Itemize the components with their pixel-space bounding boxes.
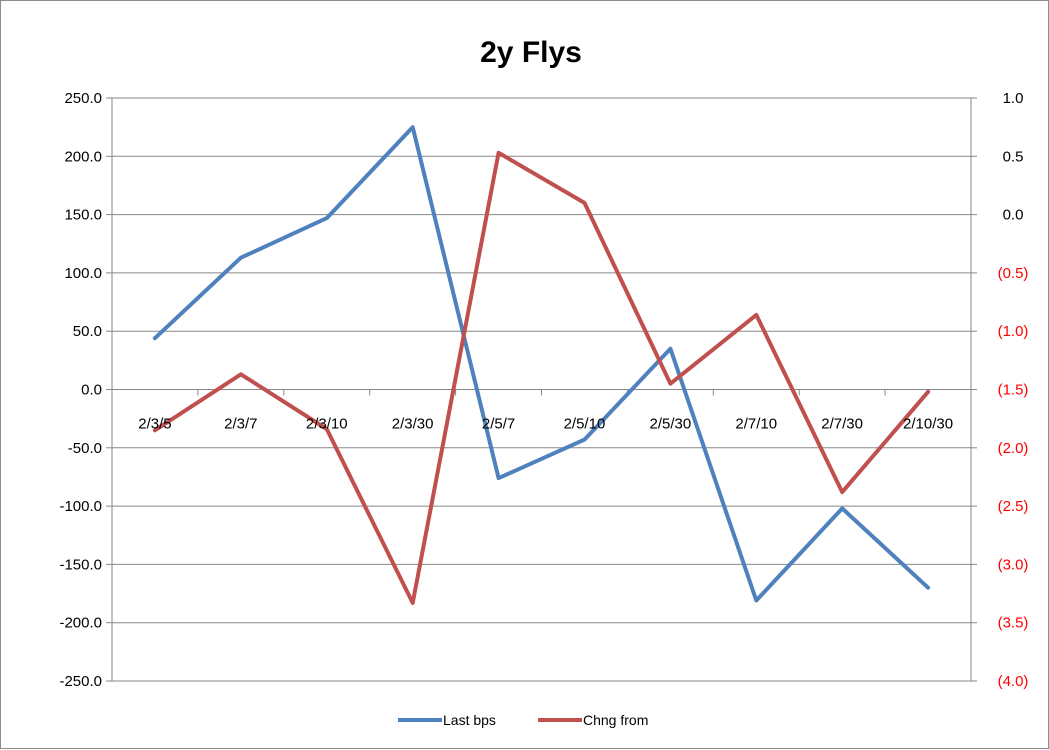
y-left-tick-label: -200.0 (59, 615, 102, 632)
x-tick-label: 2/5/10 (564, 416, 606, 433)
y-right-tick-label: (2.5) (998, 498, 1029, 515)
y-left-tick-label: 50.0 (73, 323, 102, 340)
x-tick-label: 2/3/5 (138, 416, 171, 433)
y-left-tick-label: -250.0 (59, 673, 102, 690)
y-left-tick-label: 150.0 (64, 207, 102, 224)
x-tick-label: 2/5/30 (649, 416, 691, 433)
y-left-tick-label: 200.0 (64, 148, 102, 165)
y-right-tick-label: 0.0 (1003, 207, 1024, 224)
y-left-tick-label: -100.0 (59, 498, 102, 515)
x-tick-label: 2/3/7 (224, 416, 257, 433)
y-right-tick-label: (1.5) (998, 382, 1029, 399)
legend: Last bps Chng from (398, 712, 648, 728)
category-labels: 2/3/5 2/3/7 2/3/10 2/3/30 2/5/7 2/5/10 2/5/30 2… (138, 416, 953, 433)
x-tick-label: 2/3/30 (392, 416, 434, 433)
y-right-tick-label: (4.0) (998, 673, 1029, 690)
chart-title: 2y Flys (480, 36, 582, 69)
series-line (152, 125, 931, 603)
y-right-tick-label: (3.0) (998, 556, 1029, 573)
y-left-tick-label: 250.0 (64, 90, 102, 107)
y-left-tick-label: -150.0 (59, 556, 102, 573)
y-left-tick-label: 100.0 (64, 265, 102, 282)
legend-label: Last bps (443, 712, 496, 728)
y-right-tick-label: 0.5 (1003, 148, 1024, 165)
x-tick-label: 2/3/10 (306, 416, 348, 433)
series-line (152, 150, 931, 605)
y-right-tick-label: (3.5) (998, 615, 1029, 632)
x-tick-label: 2/7/10 (735, 416, 777, 433)
legend-label: Chng from (583, 712, 648, 728)
y-right-tick-label: (0.5) (998, 265, 1029, 282)
y-right-tick-label: (1.0) (998, 323, 1029, 340)
x-tick-label: 2/10/30 (903, 416, 953, 433)
y-right-tick-label: 1.0 (1003, 90, 1024, 107)
y-right-tick-label: (2.0) (998, 440, 1029, 457)
series-lines (152, 125, 931, 605)
y-left-tick-label: 0.0 (81, 382, 102, 399)
axes: 250.0 1.0 200.0 0.5 150.0 0.0 100.0 (0.5) 50.0 (1… (59, 90, 1028, 690)
x-tick-label: 2/5/7 (482, 416, 515, 433)
x-tick-label: 2/7/30 (821, 416, 863, 433)
y-left-tick-label: -50.0 (68, 440, 102, 457)
